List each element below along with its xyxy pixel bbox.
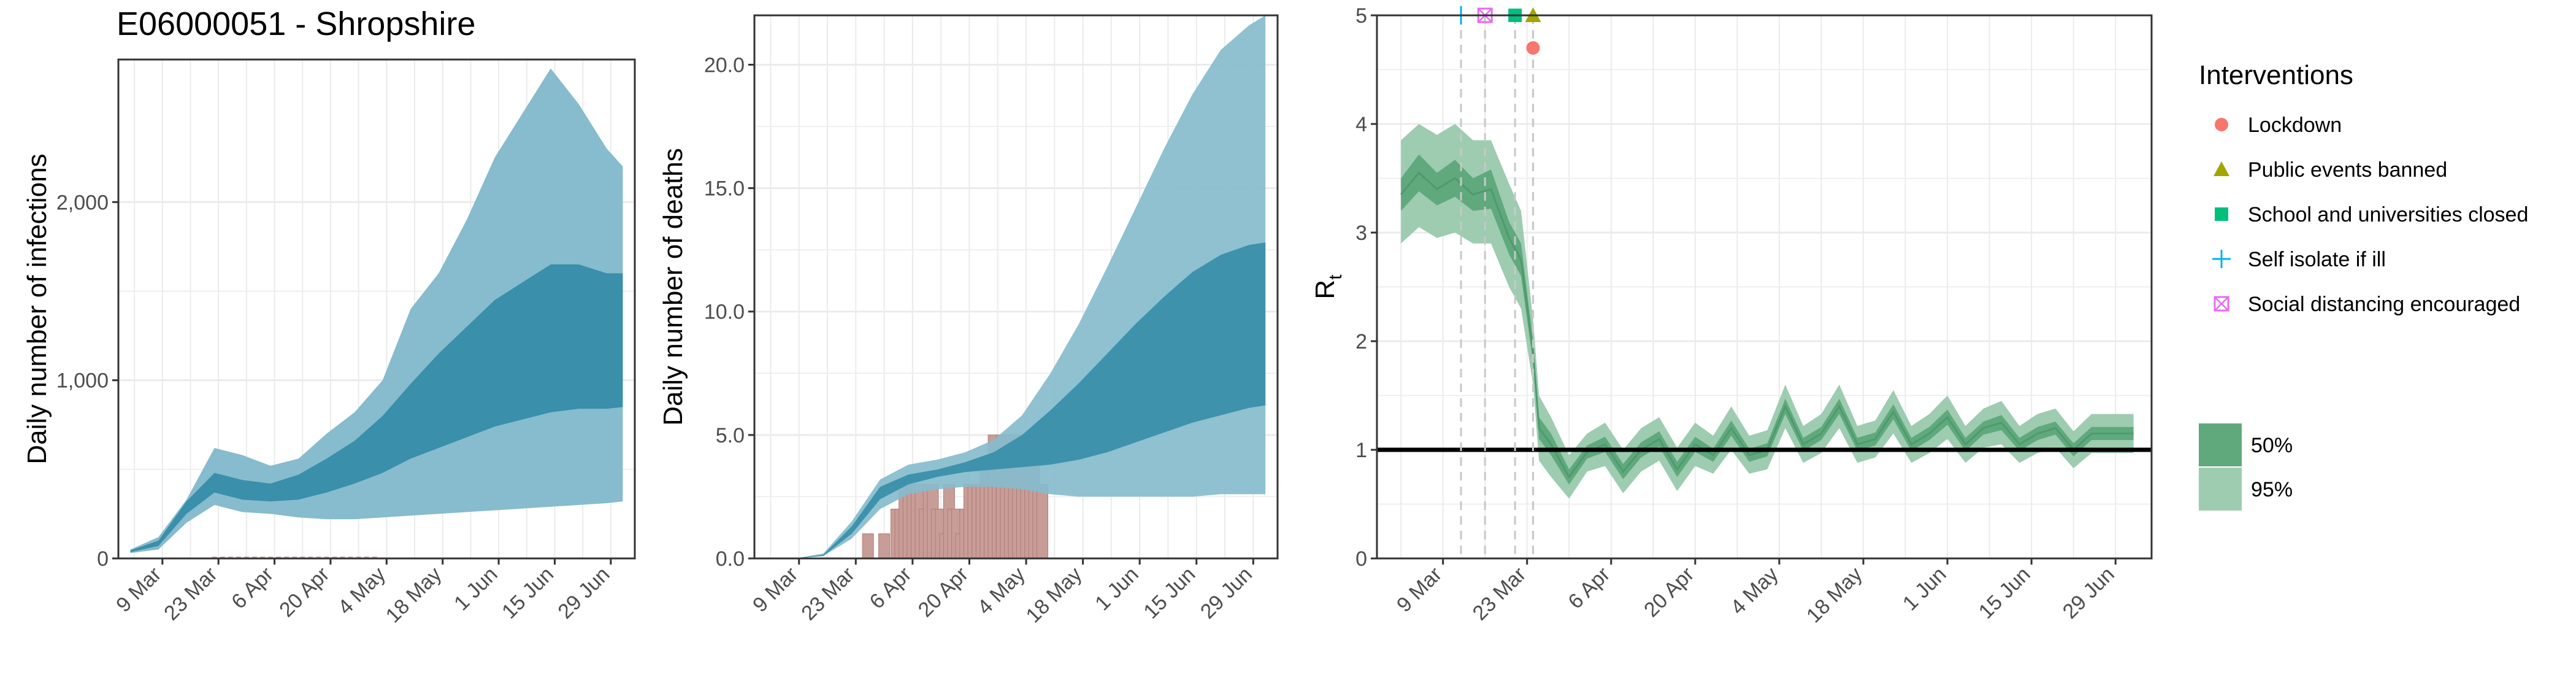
y-tick-label: 1 [1355, 439, 1367, 462]
legend-ci-label: 50% [2251, 434, 2293, 457]
panel-border [753, 14, 1279, 560]
x-tick-label: 9 Mar [1392, 563, 1446, 617]
y-tick-label: 0 [97, 547, 109, 571]
legend-key-triangle [2214, 161, 2229, 176]
x-tick-label: 18 May [1802, 563, 1867, 628]
legend-key-circle [2215, 118, 2228, 131]
legend-item-label: Lockdown [2248, 114, 2342, 137]
legend-ci-label: 95% [2251, 478, 2293, 501]
x-tick-label: 15 Jun [1139, 563, 1200, 623]
y-tick-label: 0.0 [716, 547, 745, 571]
y-tick-label: 10.0 [704, 301, 745, 324]
x-tick-label: 20 Apr [275, 563, 334, 622]
legend-item-label: School and universities closed [2248, 203, 2528, 226]
observed-death-bar [1036, 484, 1048, 559]
legend-key-plus [2212, 250, 2231, 268]
x-tick-label: 29 Jun [553, 563, 614, 623]
x-tick-label: 9 Mar [748, 563, 802, 617]
x-tick-label: 29 Jun [2058, 563, 2119, 623]
panel-border [1376, 14, 2153, 560]
y-tick-label: 5.0 [716, 424, 745, 447]
marker-stroke [2214, 296, 2229, 311]
marker-stroke [2214, 296, 2229, 312]
y-tick-label: 2 [1355, 330, 1367, 353]
legend-ci-swatch [2199, 468, 2242, 511]
x-tick-label: 4 May [1726, 563, 1782, 619]
intervention-marker [1526, 41, 1540, 55]
legend-title: Interventions [2199, 60, 2353, 90]
y-axis-label-subscript: t [1325, 274, 1346, 280]
legend-item-label: Self isolate if ill [2248, 248, 2386, 271]
x-tick-label: 1 Jun [1898, 563, 1951, 615]
rt-ci50-band [1401, 154, 2134, 485]
panel-border [117, 58, 636, 560]
deaths-ci50-band [766, 242, 1266, 559]
x-tick-label: 23 Mar [797, 563, 859, 625]
legend-ci-swatch [2199, 423, 2242, 466]
x-tick-label: 1 Jun [450, 563, 502, 615]
x-tick-label: 18 May [381, 563, 447, 628]
observed-death-bar [862, 533, 874, 559]
x-tick-label: 23 Mar [159, 563, 222, 625]
legend-key-square [2215, 207, 2228, 221]
x-tick-label: 15 Jun [497, 563, 558, 623]
rt-median-line [1400, 171, 2134, 479]
y-tick-label: 20.0 [704, 53, 745, 77]
x-tick-label: 9 Mar [112, 563, 166, 617]
y-tick-label: 5 [1355, 4, 1367, 28]
x-tick-label: 23 Mar [1468, 563, 1531, 625]
x-tick-label: 6 Apr [865, 563, 916, 614]
infections-ci95-band [130, 68, 623, 554]
chart-title: E06000051 - Shropshire [117, 6, 476, 42]
x-tick-label: 20 Apr [914, 563, 973, 622]
y-tick-label: 1,000 [56, 369, 109, 393]
infections-ci50-band [130, 264, 623, 552]
x-tick-label: 29 Jun [1196, 563, 1257, 623]
x-tick-label: 6 Apr [227, 563, 278, 614]
legend-item-label: Public events banned [2248, 158, 2447, 182]
y-tick-label: 0 [1355, 547, 1367, 571]
legend-key-boxed-x [2214, 296, 2229, 312]
y-tick-label: 3 [1355, 222, 1367, 245]
y-axis-label: Daily number of deaths [658, 148, 688, 425]
legend: Interventions Lockdown Public events banne… [2199, 60, 2528, 511]
y-axis-label: Rt [1310, 274, 1346, 299]
y-tick-label: 2,000 [56, 191, 109, 214]
x-tick-label: 18 May [1022, 563, 1087, 628]
x-tick-label: 20 Apr [1639, 563, 1698, 622]
legend-item-label: Social distancing encouraged [2248, 293, 2520, 316]
y-tick-label: 4 [1355, 113, 1367, 136]
rt-ci95-band [1401, 124, 2134, 499]
x-tick-label: 1 Jun [1091, 563, 1143, 615]
rt-panel: 0 1 2 3 4 5 9 Mar 23 Mar 6 Apr 20 Apr 4 May 18 May 1… [1310, 4, 2153, 628]
observed-death-bar [878, 533, 891, 559]
y-axis-label: Daily number of infections [22, 153, 52, 464]
y-tick-label: 15.0 [704, 177, 745, 201]
x-tick-label: 15 Jun [1974, 563, 2035, 623]
x-tick-label: 6 Apr [1563, 563, 1614, 614]
